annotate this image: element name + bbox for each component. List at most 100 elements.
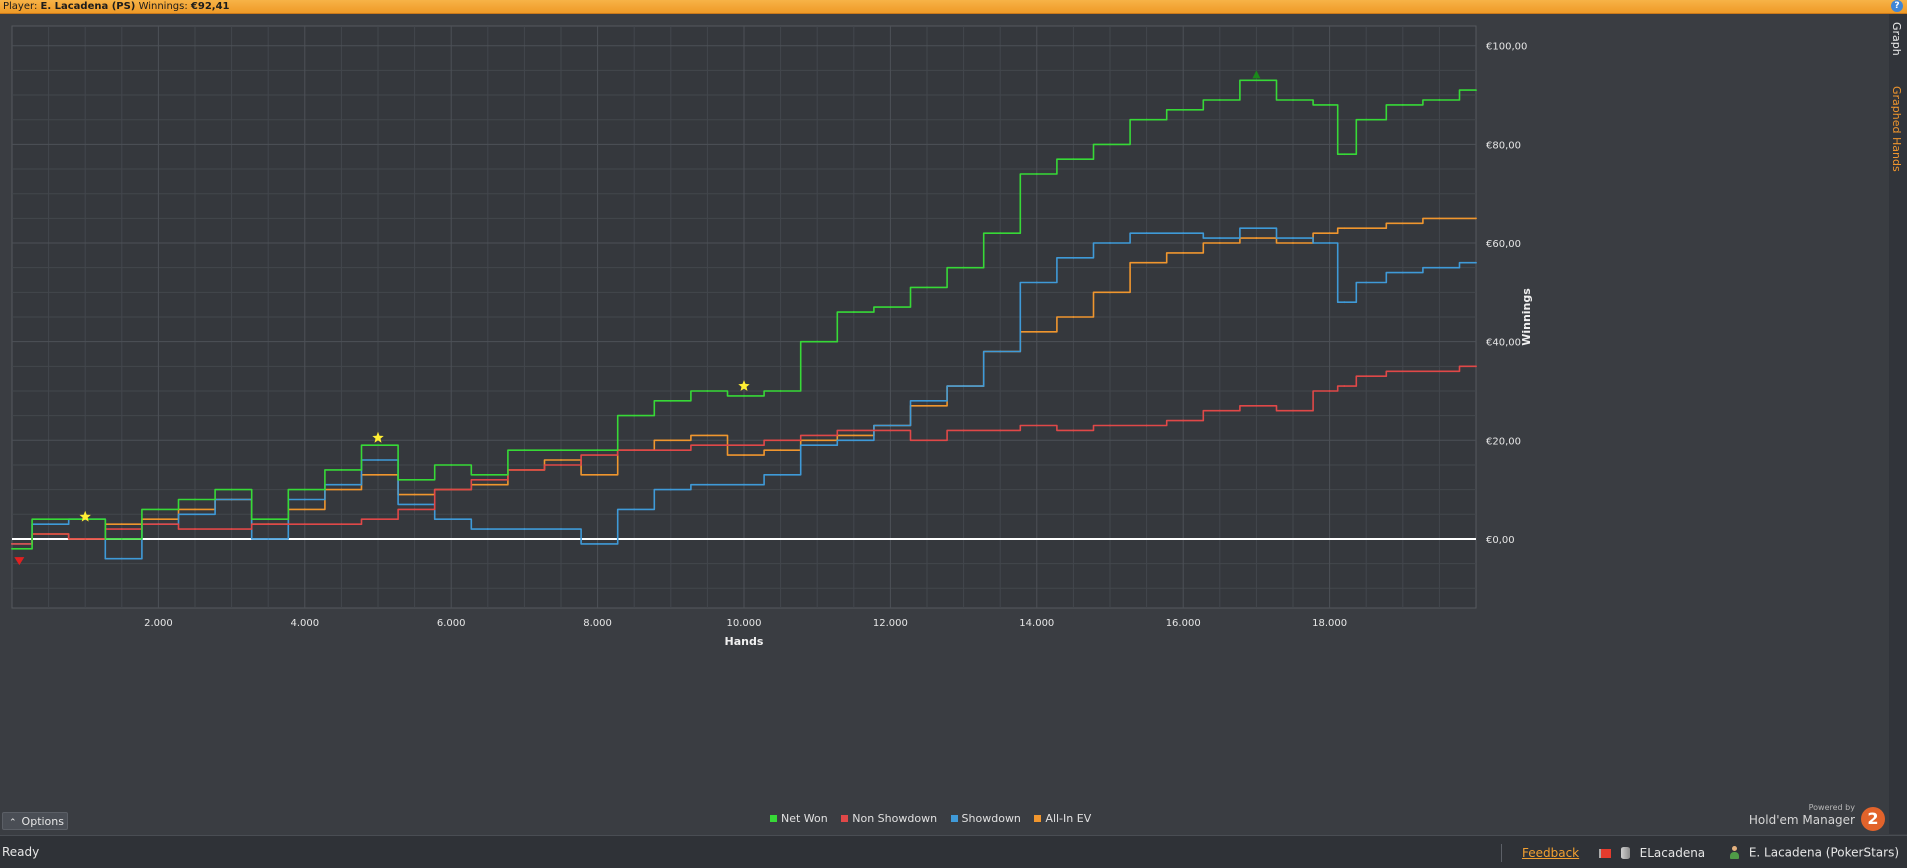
data-point (560, 528, 562, 530)
data-point (1255, 227, 1258, 230)
legend-item-net-won[interactable]: Net Won (770, 812, 828, 825)
legend-item-all-in-ev[interactable]: All-In EV (1034, 812, 1091, 825)
data-point (1145, 424, 1148, 427)
star-marker-icon (372, 431, 384, 443)
data-point (962, 429, 965, 432)
data-point (486, 483, 489, 486)
data-point (1292, 409, 1294, 412)
legend-item-non-showdown[interactable]: Non Showdown (841, 812, 937, 825)
data-point (779, 439, 782, 442)
data-point (706, 444, 709, 447)
data-point (926, 404, 928, 407)
min-arrow-icon (14, 557, 25, 566)
data-point (633, 449, 636, 452)
help-icon[interactable]: ? (1891, 0, 1903, 12)
data-point (889, 429, 892, 432)
data-point (1438, 99, 1441, 101)
data-point (120, 528, 123, 530)
data-point (1292, 237, 1294, 239)
data-point (450, 488, 453, 491)
data-point (377, 459, 379, 461)
data-point (47, 533, 50, 535)
winnings-graph-svg: €0,00 €20,00 €40,00 €60,00 €80,00 €100,00 2.00… (11, 25, 1533, 648)
data-point (1255, 79, 1258, 82)
active-player[interactable]: E. Lacadena (PokerStars) (1748, 845, 1899, 860)
options-button[interactable]: ⌃ Options (2, 812, 68, 830)
data-point (1109, 242, 1111, 244)
data-point (194, 528, 196, 530)
legend-label: Showdown (961, 812, 1021, 825)
data-point (1475, 89, 1477, 92)
legend-swatch (770, 815, 777, 822)
data-point (560, 459, 562, 461)
data-point (889, 306, 892, 309)
y-tick-label: €60,00 (1486, 239, 1521, 250)
hm2-logo-icon: 2 (1861, 807, 1885, 831)
data-point (596, 454, 599, 457)
data-point (340, 523, 343, 526)
data-point (779, 449, 782, 452)
powered-by-text: Powered by (1808, 803, 1855, 812)
data-point (1182, 251, 1185, 254)
data-point (596, 473, 599, 476)
data-point (1475, 365, 1477, 368)
tab-graph[interactable]: Graph (1890, 22, 1903, 56)
data-point (413, 503, 416, 506)
data-point (413, 493, 416, 496)
data-point (47, 518, 50, 521)
data-point (743, 444, 745, 447)
data-point (1343, 301, 1346, 304)
data-point (1182, 108, 1185, 111)
data-point (1035, 281, 1038, 284)
data-point (1401, 271, 1404, 274)
data-point (1328, 390, 1331, 392)
data-point (120, 538, 123, 540)
data-point (816, 439, 819, 442)
data-point (194, 498, 196, 501)
legend-swatch (950, 815, 958, 822)
data-point (743, 454, 745, 457)
data-point (889, 424, 892, 427)
data-point (1292, 242, 1294, 244)
data-point (1218, 99, 1221, 101)
flag-icon[interactable] (1598, 848, 1611, 858)
tab-graphed-hands[interactable]: Graphed Hands (1890, 86, 1903, 172)
x-tick-label: 4.000 (290, 618, 319, 629)
data-point (560, 464, 562, 466)
data-point (999, 350, 1002, 353)
data-point (1365, 375, 1368, 378)
data-point (852, 311, 855, 313)
data-point (1255, 237, 1258, 239)
data-point (962, 385, 965, 387)
data-point (1328, 242, 1331, 244)
y-tick-label: €20,00 (1486, 436, 1521, 447)
database-name[interactable]: ELacadena (1639, 845, 1706, 860)
data-point (633, 508, 636, 511)
data-point (1365, 118, 1368, 121)
data-point (706, 483, 709, 486)
x-tick-label: 12.000 (873, 618, 908, 629)
legend-item-showdown[interactable]: Showdown (950, 812, 1021, 825)
data-point (84, 538, 87, 540)
data-point (303, 498, 306, 501)
data-point (1328, 104, 1331, 106)
data-point (450, 518, 453, 521)
winnings-graph[interactable]: €0,00 €20,00 €40,00 €60,00 €80,00 €100,00 2.00… (0, 14, 1889, 774)
data-point (523, 468, 526, 471)
data-point (120, 523, 123, 526)
status-bar: Ready Feedback ELacadena E. Lacadena (Po… (0, 835, 1907, 868)
feedback-link[interactable]: Feedback (1521, 845, 1580, 860)
data-point (1438, 217, 1441, 220)
chevron-up-icon: ⌃ (9, 818, 17, 828)
data-point (1145, 118, 1148, 121)
data-point (779, 473, 782, 476)
data-point (1035, 330, 1038, 333)
data-point (486, 478, 489, 481)
x-tick-label: 14.000 (1019, 618, 1054, 629)
data-point (1218, 242, 1221, 244)
data-point (230, 498, 233, 501)
data-point (157, 508, 160, 511)
y-tick-label: €100,00 (1486, 42, 1527, 53)
data-point (11, 542, 13, 545)
data-point (1072, 429, 1075, 432)
